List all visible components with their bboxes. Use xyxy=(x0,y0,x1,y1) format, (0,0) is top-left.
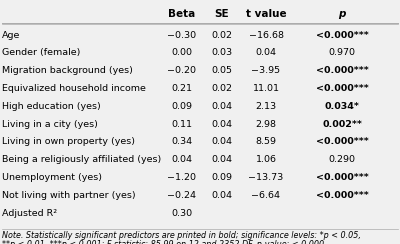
Text: 0.02: 0.02 xyxy=(212,30,232,40)
Text: 0.002**: 0.002** xyxy=(322,120,362,129)
Text: **p < 0.01, ***p < 0.001; F-statistic: 85.99 on 12 and 2352 DF, p-value: < 0.000: **p < 0.01, ***p < 0.001; F-statistic: 8… xyxy=(2,240,327,244)
Text: t value: t value xyxy=(246,9,286,19)
Text: <0.000***: <0.000*** xyxy=(316,137,368,146)
Text: −13.73: −13.73 xyxy=(248,173,284,182)
Text: 2.13: 2.13 xyxy=(256,102,276,111)
Text: 0.290: 0.290 xyxy=(328,155,356,164)
Text: 0.21: 0.21 xyxy=(172,84,192,93)
Text: Living in a city (yes): Living in a city (yes) xyxy=(2,120,98,129)
Text: SE: SE xyxy=(215,9,229,19)
Text: <0.000***: <0.000*** xyxy=(316,173,368,182)
Text: Age: Age xyxy=(2,30,20,40)
Text: Migration background (yes): Migration background (yes) xyxy=(2,66,133,75)
Text: 0.30: 0.30 xyxy=(172,209,192,218)
Text: 0.03: 0.03 xyxy=(212,48,232,57)
Text: Adjusted R²: Adjusted R² xyxy=(2,209,57,218)
Text: 0.04: 0.04 xyxy=(212,120,232,129)
Text: Note. Statistically significant predictors are printed in bold; significance lev: Note. Statistically significant predicto… xyxy=(2,231,361,240)
Text: 0.02: 0.02 xyxy=(212,84,232,93)
Text: Beta: Beta xyxy=(168,9,196,19)
Text: <0.000***: <0.000*** xyxy=(316,191,368,200)
Text: 0.04: 0.04 xyxy=(212,102,232,111)
Text: 0.09: 0.09 xyxy=(172,102,192,111)
Text: Being a religiously affiliated (yes): Being a religiously affiliated (yes) xyxy=(2,155,161,164)
Text: 0.04: 0.04 xyxy=(256,48,276,57)
Text: 0.04: 0.04 xyxy=(212,155,232,164)
Text: Not living with partner (yes): Not living with partner (yes) xyxy=(2,191,136,200)
Text: 0.034*: 0.034* xyxy=(324,102,360,111)
Text: −0.24: −0.24 xyxy=(168,191,196,200)
Text: 0.04: 0.04 xyxy=(212,191,232,200)
Text: 0.11: 0.11 xyxy=(172,120,192,129)
Text: p: p xyxy=(338,9,346,19)
Text: <0.000***: <0.000*** xyxy=(316,66,368,75)
Text: −0.20: −0.20 xyxy=(168,66,196,75)
Text: 0.05: 0.05 xyxy=(212,66,232,75)
Text: Living in own property (yes): Living in own property (yes) xyxy=(2,137,135,146)
Text: Gender (female): Gender (female) xyxy=(2,48,80,57)
Text: 8.59: 8.59 xyxy=(256,137,276,146)
Text: Unemployment (yes): Unemployment (yes) xyxy=(2,173,102,182)
Text: 11.01: 11.01 xyxy=(252,84,280,93)
Text: 0.00: 0.00 xyxy=(172,48,192,57)
Text: 0.970: 0.970 xyxy=(328,48,356,57)
Text: −0.30: −0.30 xyxy=(168,30,196,40)
Text: 0.09: 0.09 xyxy=(212,173,232,182)
Text: 2.98: 2.98 xyxy=(256,120,276,129)
Text: 0.34: 0.34 xyxy=(172,137,192,146)
Text: −6.64: −6.64 xyxy=(252,191,280,200)
Text: −1.20: −1.20 xyxy=(168,173,196,182)
Text: <0.000***: <0.000*** xyxy=(316,84,368,93)
Text: 1.06: 1.06 xyxy=(256,155,276,164)
Text: −16.68: −16.68 xyxy=(248,30,284,40)
Text: −3.95: −3.95 xyxy=(252,66,280,75)
Text: 0.04: 0.04 xyxy=(172,155,192,164)
Text: Equivalized household income: Equivalized household income xyxy=(2,84,146,93)
Text: High education (yes): High education (yes) xyxy=(2,102,101,111)
Text: 0.04: 0.04 xyxy=(212,137,232,146)
Text: <0.000***: <0.000*** xyxy=(316,30,368,40)
